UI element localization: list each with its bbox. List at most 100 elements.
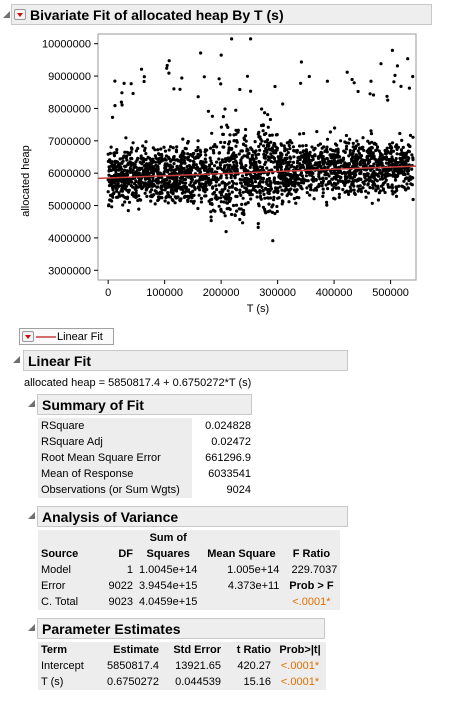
- legend-menu-icon[interactable]: [22, 331, 34, 342]
- data-point: [234, 144, 238, 148]
- data-point: [154, 156, 158, 160]
- data-point: [190, 193, 194, 197]
- data-point: [120, 91, 124, 95]
- data-point: [341, 187, 345, 192]
- pe-t-ratio: 15.16: [224, 674, 274, 690]
- summary-of-fit-table: RSquare 0.024828 RSquare Adj 0.02472 Root Me…: [38, 418, 254, 498]
- x-tick-label: 500000: [372, 287, 409, 299]
- data-point: [383, 174, 387, 178]
- data-point: [113, 104, 117, 108]
- data-point: [369, 79, 373, 83]
- data-point: [328, 153, 332, 157]
- data-point: [141, 144, 145, 148]
- data-point: [215, 197, 219, 201]
- disclosure-icon[interactable]: [12, 355, 21, 364]
- data-point: [263, 156, 267, 160]
- data-point: [283, 173, 288, 177]
- data-point: [243, 167, 248, 171]
- data-point: [188, 183, 192, 187]
- data-point: [355, 155, 359, 159]
- data-point: [318, 177, 322, 181]
- data-point: [272, 180, 276, 184]
- data-point: [180, 76, 184, 80]
- disclosure-icon[interactable]: [27, 399, 36, 408]
- data-point: [203, 148, 207, 152]
- data-point: [184, 169, 188, 173]
- data-point: [348, 137, 352, 141]
- data-point: [172, 162, 176, 166]
- data-point: [347, 141, 351, 145]
- data-point: [130, 192, 134, 197]
- data-point: [206, 109, 210, 113]
- data-point: [139, 177, 143, 181]
- data-point: [173, 201, 177, 205]
- data-point: [339, 158, 343, 162]
- data-point: [165, 63, 169, 68]
- anova-p-value: <.0001*: [282, 594, 341, 610]
- data-point: [134, 179, 138, 183]
- red-triangle-menu-icon[interactable]: [14, 9, 26, 20]
- data-point: [331, 149, 335, 153]
- data-point: [369, 132, 374, 136]
- legend[interactable]: Linear Fit: [19, 328, 114, 345]
- data-point: [167, 157, 171, 161]
- anova-ms: 1.005e+14: [200, 562, 283, 578]
- data-point: [322, 145, 326, 149]
- data-point: [121, 203, 125, 207]
- data-point: [390, 48, 394, 52]
- data-point: [145, 172, 149, 176]
- data-point: [178, 185, 183, 189]
- data-point: [297, 196, 301, 200]
- data-point: [128, 170, 132, 174]
- data-point: [112, 191, 116, 195]
- data-point: [367, 176, 371, 180]
- data-point: [279, 181, 283, 185]
- table-row: Error 9022 3.9454e+15 4.373e+11 Prob > F: [38, 578, 341, 594]
- data-point: [242, 208, 246, 213]
- data-point: [111, 168, 115, 172]
- data-point: [154, 179, 158, 183]
- data-point: [230, 212, 234, 217]
- data-point: [227, 199, 232, 203]
- data-point: [343, 177, 348, 181]
- data-point: [329, 171, 333, 175]
- data-point: [250, 176, 254, 180]
- data-point: [256, 222, 260, 226]
- data-point: [134, 149, 138, 153]
- data-point: [283, 176, 287, 180]
- data-point: [308, 173, 312, 177]
- data-point: [326, 172, 330, 176]
- data-point: [257, 144, 261, 149]
- anova-ss: 1.0045e+14: [136, 562, 201, 578]
- data-point: [368, 92, 372, 96]
- data-point: [256, 225, 260, 229]
- disclosure-icon[interactable]: [27, 623, 36, 632]
- data-point: [316, 163, 320, 167]
- data-point: [321, 176, 325, 180]
- data-point: [280, 188, 284, 192]
- disclosure-icon[interactable]: [27, 511, 36, 520]
- data-point: [107, 169, 111, 173]
- data-point: [107, 173, 111, 177]
- data-point: [352, 81, 356, 85]
- data-point: [156, 171, 160, 175]
- data-point: [257, 159, 261, 164]
- data-point: [298, 144, 302, 148]
- data-point: [209, 210, 213, 214]
- data-point: [399, 168, 404, 172]
- disclosure-icon[interactable]: [2, 10, 11, 19]
- data-point: [411, 158, 415, 162]
- data-point: [324, 176, 328, 181]
- data-point: [238, 87, 242, 92]
- data-point: [217, 157, 221, 161]
- data-point: [237, 207, 241, 211]
- table-row: RSquare Adj 0.02472: [38, 434, 254, 450]
- data-point: [398, 160, 402, 164]
- data-point: [388, 185, 392, 189]
- data-point: [210, 202, 214, 206]
- anova-df: 1: [90, 562, 136, 578]
- data-point: [337, 192, 341, 196]
- data-point: [287, 200, 291, 204]
- data-point: [249, 89, 253, 93]
- data-point: [362, 148, 366, 152]
